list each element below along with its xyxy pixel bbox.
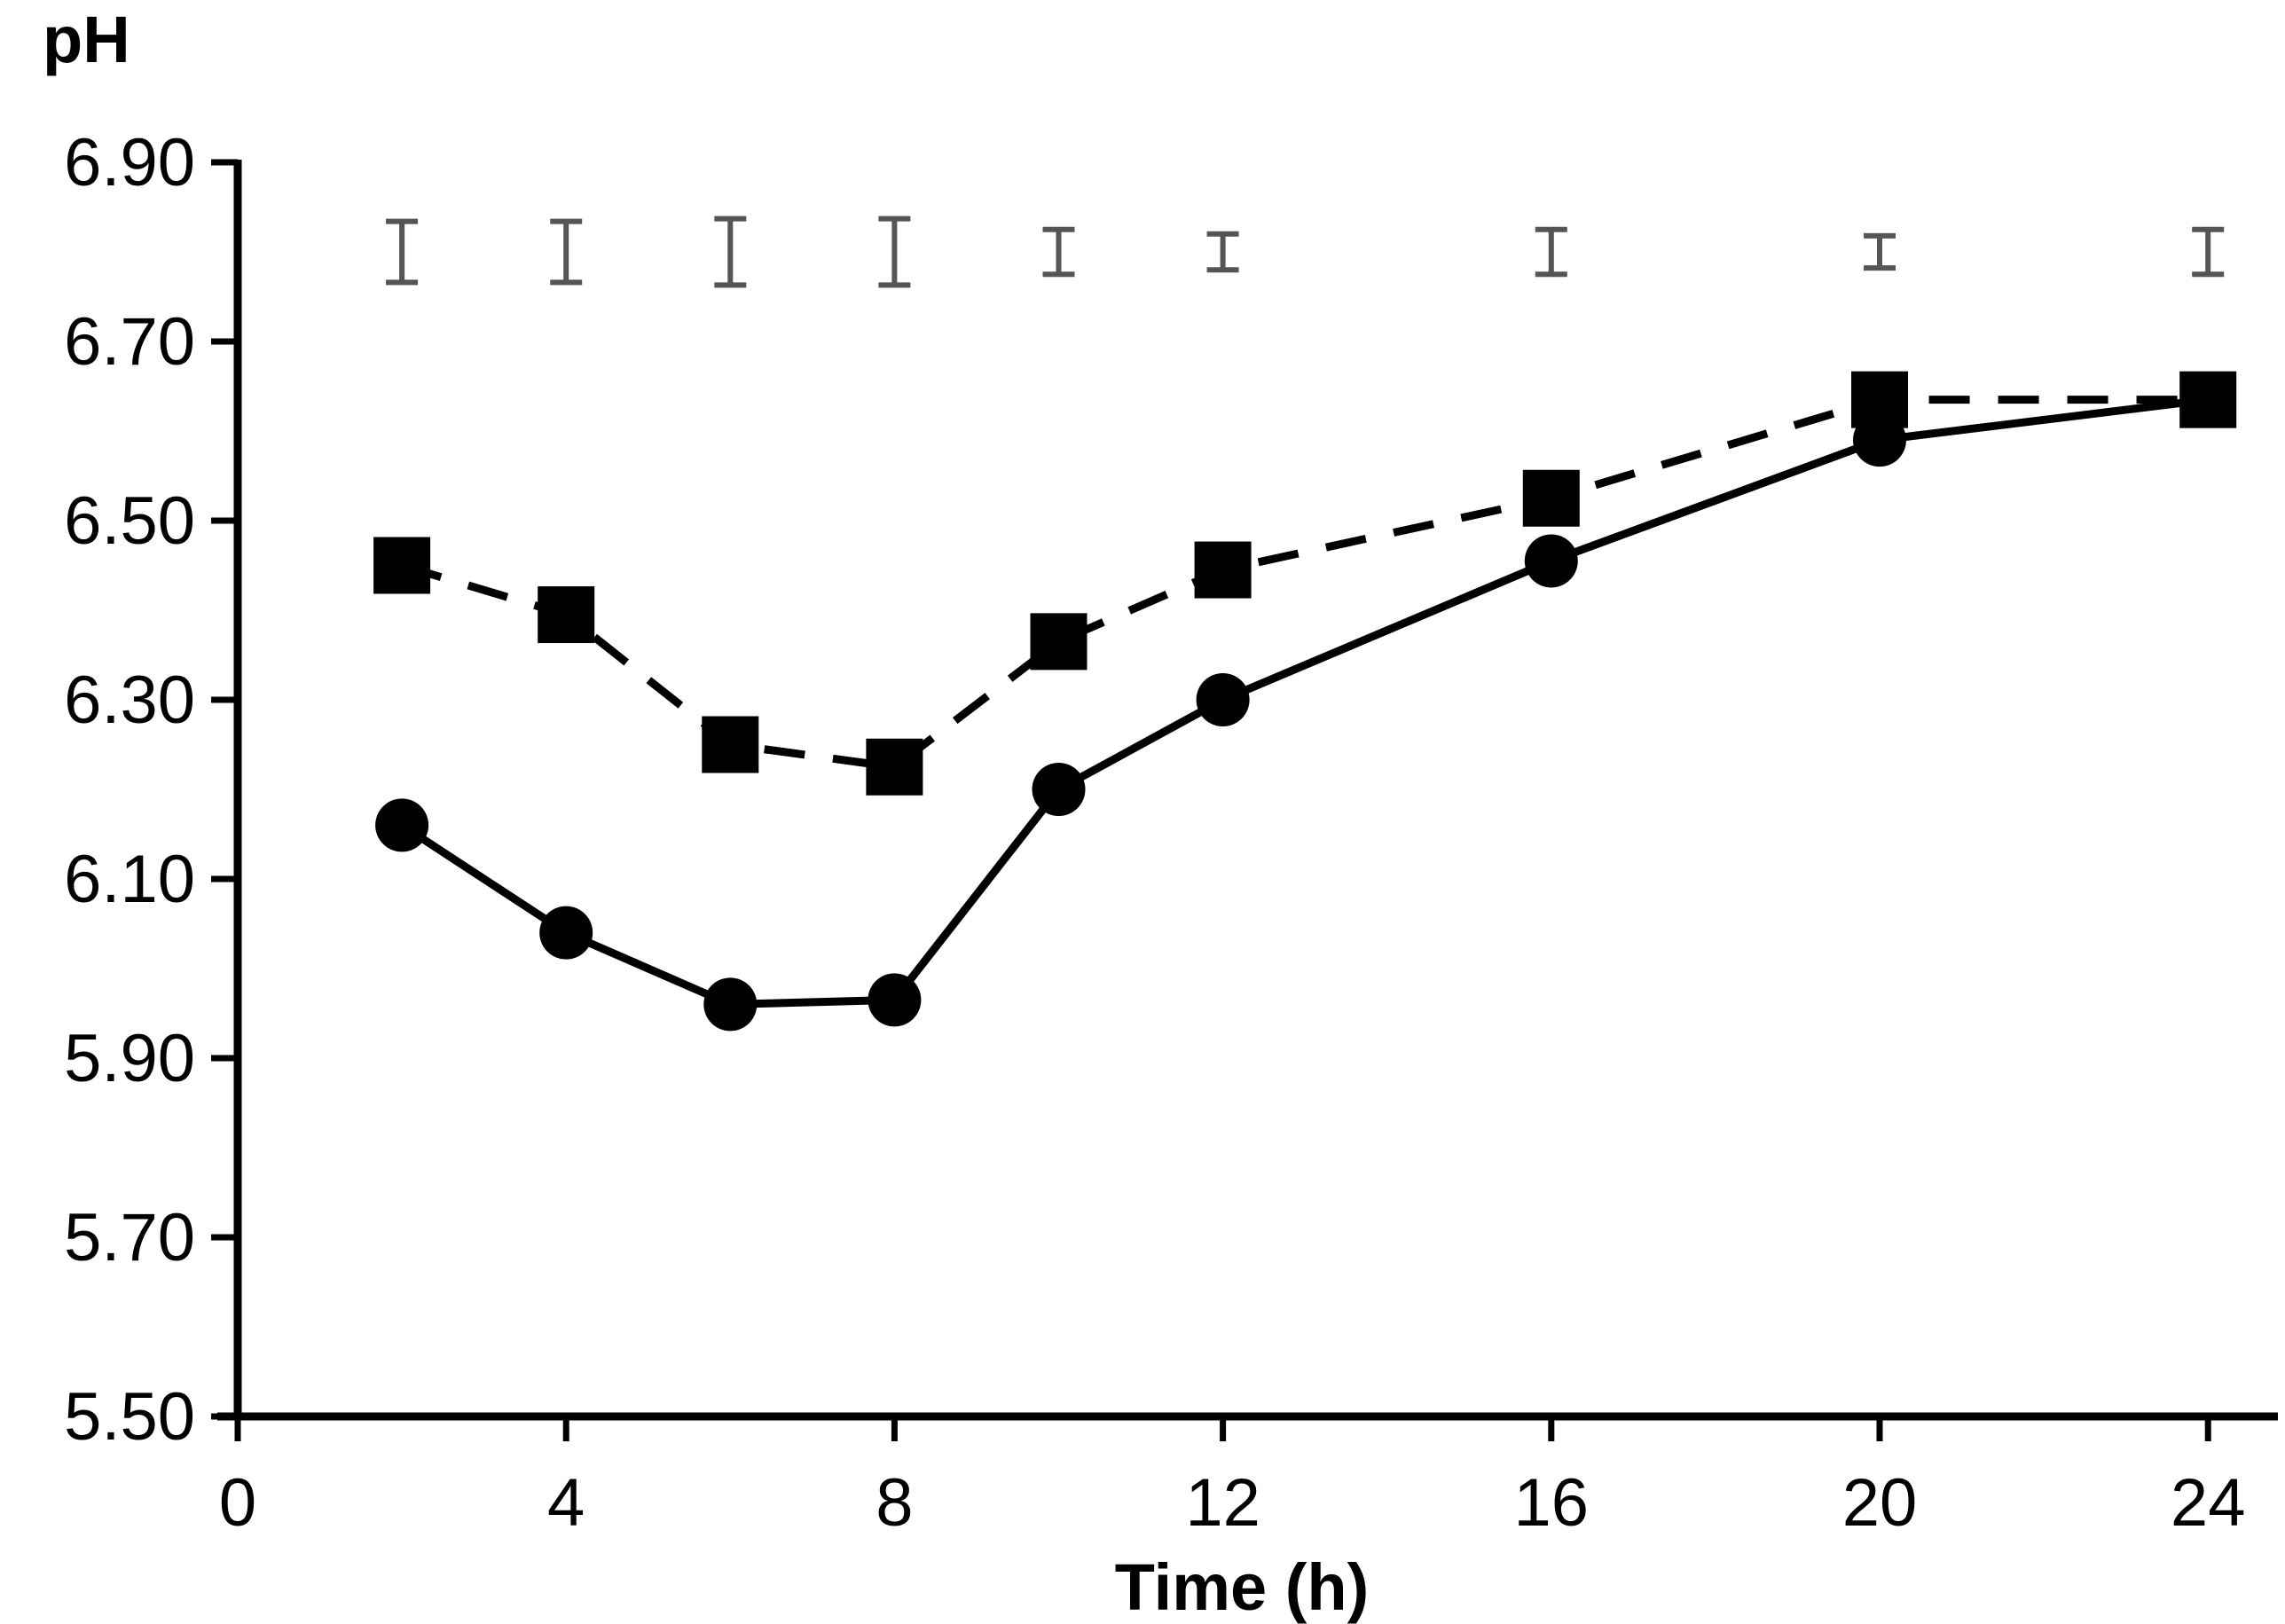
y-tick-label: 5.50 [64,1379,195,1455]
error-bar [714,216,747,288]
square-marker [373,537,431,594]
x-tick-label: 8 [876,1465,913,1541]
error-bar [1206,231,1239,273]
circle-marker [375,798,429,852]
error-bars [386,216,2225,288]
circle-marker [868,973,922,1027]
error-bar [878,216,911,288]
square-marker [1851,371,1908,428]
error-bar [550,218,583,286]
series-line-dashed [400,396,2209,772]
x-tick-label: 0 [219,1465,256,1541]
y-tick-label: 6.90 [64,125,195,200]
error-bar [2192,226,2225,278]
error-bar [1864,232,1896,271]
circle-marker [1196,673,1250,726]
y-tick-label: 6.30 [64,663,195,738]
error-bar [1042,226,1075,278]
square-marker [702,716,759,773]
data-series [373,371,2237,1032]
y-tick-label: 5.70 [64,1200,195,1275]
square-marker [1030,613,1088,671]
circle-marker [1032,763,1086,816]
square-marker [866,738,923,796]
square-marker [1194,541,1252,599]
y-tick-label: 6.70 [64,304,195,380]
x-tick-label: 20 [1842,1465,1918,1541]
x-tick-label: 12 [1185,1465,1260,1541]
square-marker [538,586,595,644]
x-axis-title: Time (h) [1115,1550,1369,1624]
square-marker [2179,371,2237,428]
y-axis-title: pH [43,3,130,76]
axes [217,160,2278,1421]
y-tick-label: 5.90 [64,1021,195,1096]
x-tick-label: 24 [2171,1465,2246,1541]
x-tick-label: 4 [547,1465,585,1541]
y-tick-label: 6.10 [64,842,195,917]
square-marker [1522,469,1580,527]
error-bar [386,218,419,286]
x-axis-ticks: 0 4 8 12 16 20 24 [219,1416,2246,1541]
y-tick-label: 6.50 [64,483,195,559]
circle-marker [1524,534,1578,588]
circle-marker [539,906,593,960]
x-tick-label: 16 [1514,1465,1590,1541]
circle-marker [703,977,758,1032]
error-bar [1535,226,1567,278]
y-axis-ticks: 5.50 5.70 5.90 6.10 6.30 6.50 6.70 6.90 [64,125,238,1455]
